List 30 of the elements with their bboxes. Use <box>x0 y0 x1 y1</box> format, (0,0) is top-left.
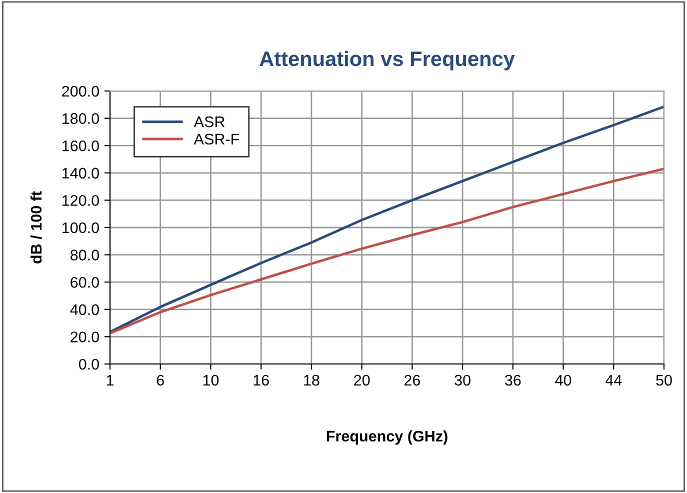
y-tick-label: 180.0 <box>62 113 99 124</box>
line-series <box>110 105 664 334</box>
y-tick-label: 80.0 <box>70 250 99 260</box>
x-tick-label: 10 <box>203 374 219 386</box>
chart-title: Attenuation vs Frequency <box>260 50 515 70</box>
y-tick-label: 0.0 <box>78 358 99 370</box>
legend-label: ASR <box>194 116 225 128</box>
y-tick-label: 100.0 <box>62 222 99 234</box>
x-tick-label: 20 <box>354 374 370 386</box>
x-tick-label: 6 <box>156 374 164 386</box>
y-tick-label: 40.0 <box>70 304 99 316</box>
y-axis-title: dB / 100 ft <box>30 191 42 264</box>
y-tick-label: 120.0 <box>62 195 99 206</box>
x-tick-label: 40 <box>555 374 572 386</box>
x-tick-label: 16 <box>254 374 269 386</box>
y-tick-label: 160.0 <box>62 140 99 152</box>
x-tick-label: 44 <box>605 374 622 386</box>
x-tick-label: 18 <box>304 374 320 386</box>
x-axis-title: Frequency (GHz) <box>326 430 448 445</box>
x-tick-label: 30 <box>454 374 470 386</box>
legend-label: ASR-F <box>194 134 240 145</box>
y-tick-label: 20.0 <box>70 332 99 342</box>
x-tick-label: 50 <box>656 374 672 386</box>
x-tick-label: 1 <box>106 374 114 386</box>
line-series <box>110 168 664 335</box>
x-tick-label: 36 <box>504 374 521 386</box>
y-tick-label: 200.0 <box>62 86 99 97</box>
y-tick-label: 140.0 <box>62 168 99 179</box>
y-tick-label: 60.0 <box>70 276 99 288</box>
x-tick-label: 26 <box>404 374 420 386</box>
